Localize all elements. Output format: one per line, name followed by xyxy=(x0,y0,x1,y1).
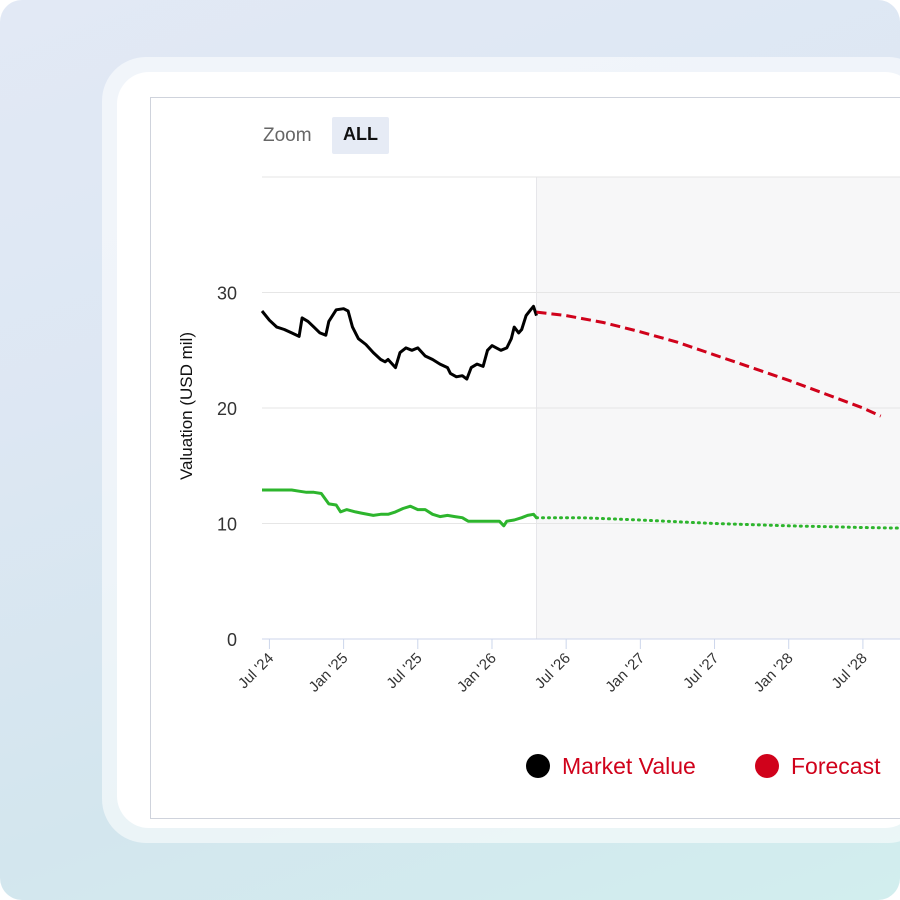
series-group xyxy=(260,304,900,530)
y-tick-label: 20 xyxy=(217,399,237,419)
x-tick-label: Jan '27 xyxy=(602,650,648,696)
x-tick-label: Jul '28 xyxy=(828,650,870,692)
x-tick-label: Jan '25 xyxy=(306,650,352,696)
legend-item-market-value[interactable]: Market Value xyxy=(526,753,696,779)
series-green-forecast xyxy=(535,516,900,530)
zoom-all-button[interactable]: ALL xyxy=(332,117,389,154)
legend: Market Value Forecast xyxy=(526,753,881,779)
x-axis-ticks: Jul '24 Jan '25 Jul '25 Jan '26 Jul '26 Jan '… xyxy=(235,639,871,696)
y-tick-label: 10 xyxy=(217,515,237,535)
zoom-all-label: ALL xyxy=(343,124,378,144)
legend-item-forecast[interactable]: Forecast xyxy=(755,753,881,779)
y-tick-label: 30 xyxy=(217,284,237,304)
zoom-label: Zoom xyxy=(263,125,312,146)
y-axis-title: Valuation (USD mil) xyxy=(177,332,196,480)
legend-marker-icon xyxy=(526,754,550,778)
legend-marker-icon xyxy=(755,754,779,778)
legend-label: Market Value xyxy=(562,753,696,779)
series-green-value xyxy=(262,488,538,528)
x-tick-label: Jan '26 xyxy=(454,650,500,696)
y-axis-ticks: 0 10 20 30 xyxy=(217,284,237,651)
legend-label: Forecast xyxy=(791,753,881,779)
y-tick-label: 0 xyxy=(227,630,237,650)
series-market-value xyxy=(260,304,538,381)
x-tick-label: Jul '26 xyxy=(532,650,574,692)
x-tick-label: Jan '28 xyxy=(751,650,797,696)
x-tick-label: Jul '24 xyxy=(235,650,277,692)
x-tick-label: Jul '25 xyxy=(383,650,425,692)
series-forecast xyxy=(536,310,882,418)
x-tick-label: Jul '27 xyxy=(680,650,722,692)
grid-lines xyxy=(262,176,900,524)
